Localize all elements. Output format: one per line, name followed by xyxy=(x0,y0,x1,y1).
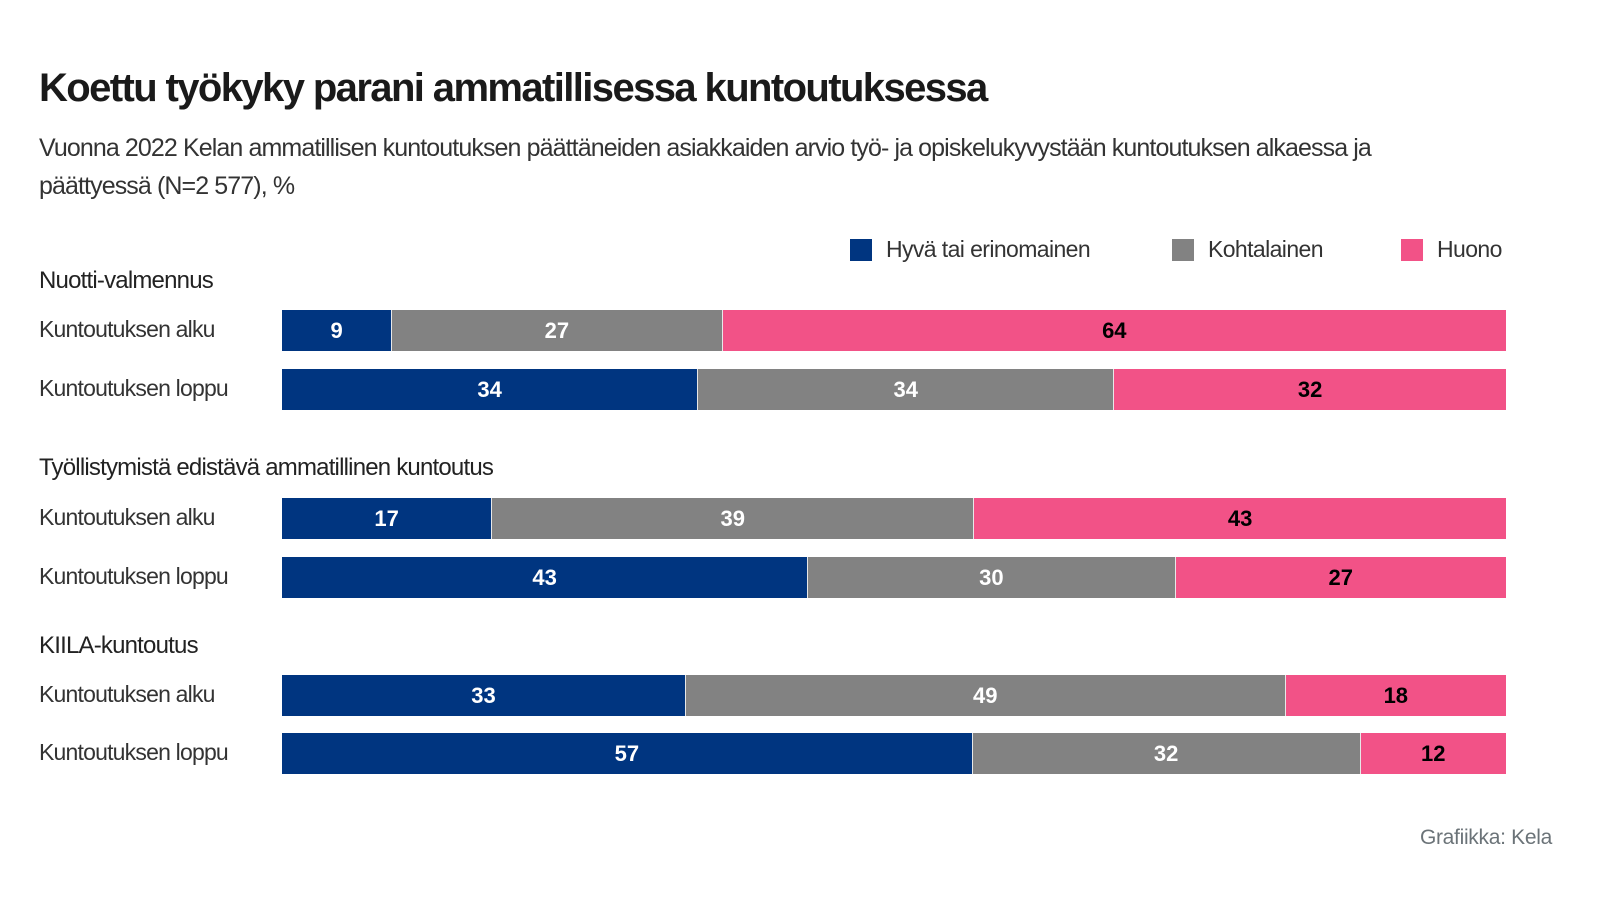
data-label: 32 xyxy=(1297,376,1323,402)
row-label: Kuntoutuksen alku xyxy=(39,316,215,342)
legend-label: Kohtalainen xyxy=(1208,236,1324,262)
data-label: 27 xyxy=(1328,564,1353,590)
data-label: 12 xyxy=(1421,740,1446,766)
bar-segment-poor: 12 xyxy=(1360,733,1506,774)
legend-label: Hyvä tai erinomainen xyxy=(886,236,1091,262)
bar-segment-poor: 32 xyxy=(1114,369,1506,410)
data-label: 9 xyxy=(330,317,343,343)
bar-segment-poor: 64 xyxy=(722,310,1506,351)
bar-segment-moderate: 32 xyxy=(972,733,1361,774)
stacked-bar: 34 34 32 xyxy=(282,369,1506,410)
legend-item-poor: Huono xyxy=(1401,236,1502,263)
credit-text: Grafiikka: Kela xyxy=(1419,826,1552,849)
legend-swatch-icon xyxy=(850,238,872,261)
stacked-bar: 9 27 64 xyxy=(282,310,1506,351)
bar-segment-good: 34 xyxy=(282,369,699,410)
bar-segment-good: 57 xyxy=(282,733,973,774)
legend-label: Huono xyxy=(1437,236,1502,262)
data-label: 18 xyxy=(1383,682,1409,708)
data-label: 33 xyxy=(471,682,496,708)
stacked-bar: 57 32 12 xyxy=(282,733,1506,774)
data-label: 34 xyxy=(893,376,918,402)
bar-segment-poor: 27 xyxy=(1175,557,1506,598)
data-label: 27 xyxy=(544,317,570,343)
chart-subtitle-line-1: Vuonna 2022 Kelan ammatillisen kuntoutuk… xyxy=(39,134,1372,162)
row-label: Kuntoutuksen alku xyxy=(39,681,215,707)
bar-segment-moderate: 39 xyxy=(492,498,975,539)
bar-segment-moderate: 34 xyxy=(698,369,1115,410)
bar-segment-moderate: 30 xyxy=(808,557,1176,598)
bar-segment-poor: 18 xyxy=(1285,675,1506,716)
legend-item-moderate: Kohtalainen xyxy=(1172,236,1324,263)
chart-subtitle-line-2: päättyessä (N=2 577), % xyxy=(39,172,295,200)
data-label: 34 xyxy=(477,376,502,402)
chart-title: Koettu työkyky parani ammatillisessa kun… xyxy=(39,66,988,110)
row-label: Kuntoutuksen loppu xyxy=(39,375,229,401)
row-label: Kuntoutuksen loppu xyxy=(39,739,229,765)
row-label: Kuntoutuksen loppu xyxy=(39,563,229,589)
data-label: 17 xyxy=(374,505,399,531)
data-label: 57 xyxy=(614,740,640,766)
group-title: Työllistymistä edistävä ammatillinen kun… xyxy=(39,454,494,481)
bar-segment-good: 17 xyxy=(282,498,493,539)
stacked-bar: 33 49 18 xyxy=(282,675,1506,716)
legend-swatch-icon xyxy=(1172,238,1194,261)
bar-segment-moderate: 49 xyxy=(685,675,1286,716)
bar-segment-poor: 43 xyxy=(974,498,1506,539)
bar-segment-good: 33 xyxy=(282,675,686,716)
legend-swatch-icon xyxy=(1401,238,1423,261)
data-label: 43 xyxy=(532,564,557,590)
stacked-bar: 17 39 43 xyxy=(282,498,1506,539)
data-label: 43 xyxy=(1227,505,1253,531)
bar-segment-good: 9 xyxy=(282,310,393,351)
data-label: 39 xyxy=(720,505,745,531)
row-label: Kuntoutuksen alku xyxy=(39,504,215,530)
data-label: 49 xyxy=(973,682,998,708)
data-label: 30 xyxy=(979,564,1004,590)
group-title: KIILA-kuntoutus xyxy=(39,632,199,659)
bar-segment-moderate: 27 xyxy=(392,310,723,351)
stacked-bar: 43 30 27 xyxy=(282,557,1506,598)
legend-item-good: Hyvä tai erinomainen xyxy=(850,236,1091,263)
group-title: Nuotti-valmennus xyxy=(39,267,214,294)
bar-segment-good: 43 xyxy=(282,557,809,598)
data-label: 32 xyxy=(1153,740,1179,766)
data-label: 64 xyxy=(1102,317,1127,343)
